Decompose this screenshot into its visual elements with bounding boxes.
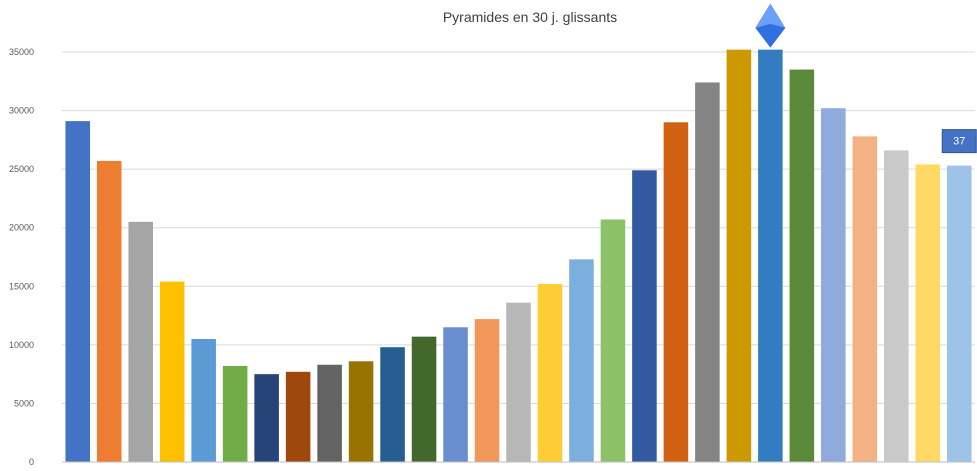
y-tick-label: 0	[29, 457, 34, 467]
bar	[789, 69, 815, 463]
bar	[884, 150, 909, 462]
bar	[411, 336, 437, 462]
bar	[946, 165, 972, 462]
bar	[506, 302, 531, 462]
bar	[128, 221, 153, 462]
bar	[758, 49, 783, 463]
y-tick-label: 25000	[9, 164, 34, 174]
bar	[65, 121, 91, 462]
y-axis-tick-labels: 0 5000 10000 15000 20000 25000 30000 35000	[9, 47, 34, 467]
bar	[254, 374, 279, 462]
diamond-marker-icon	[755, 3, 786, 48]
y-tick-label: 15000	[9, 281, 34, 291]
bar	[915, 164, 941, 462]
callout-box	[941, 129, 977, 154]
bar	[695, 82, 720, 462]
bar	[96, 160, 122, 462]
chart-title: Pyramides en 30 j. glissants	[443, 9, 617, 25]
bar	[663, 122, 689, 463]
bar	[380, 347, 405, 462]
bar	[821, 108, 846, 462]
callout-label: 37	[953, 136, 965, 148]
diamond-highlight	[755, 3, 786, 28]
y-tick-label: 20000	[9, 223, 34, 233]
bar	[285, 371, 311, 462]
bar	[348, 361, 374, 462]
y-tick-label: 30000	[9, 106, 34, 116]
bar	[600, 219, 626, 462]
bar	[222, 365, 248, 462]
y-tick-label: 35000	[9, 47, 34, 57]
bar	[474, 319, 500, 462]
bar	[569, 259, 594, 462]
diamond-shape	[755, 3, 786, 48]
bar	[159, 281, 185, 462]
y-tick-label: 5000	[14, 398, 34, 408]
data-callout: 37	[941, 129, 977, 154]
bar	[726, 49, 752, 463]
bars	[65, 49, 972, 463]
y-tick-label: 10000	[9, 340, 34, 350]
bar	[191, 339, 216, 462]
bar	[317, 364, 342, 462]
bar	[632, 170, 657, 463]
bar	[852, 136, 878, 463]
bar	[443, 327, 468, 462]
bar	[537, 283, 563, 462]
